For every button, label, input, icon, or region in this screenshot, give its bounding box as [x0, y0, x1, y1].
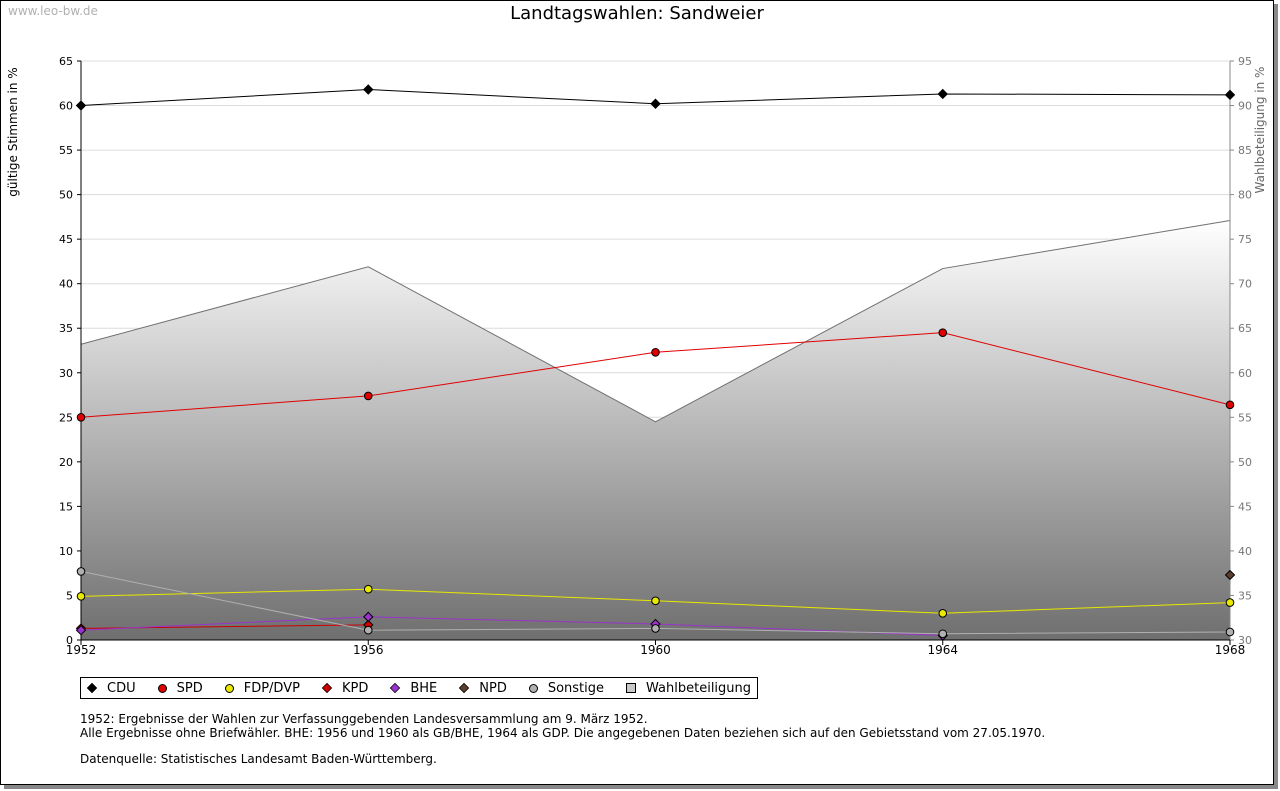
y-tick-label-left: 60 [59, 100, 73, 113]
legend: CDU SPD FDP/DVP KPD BHE NPD Sonstige Wahlbeteil… [80, 677, 759, 699]
chart-plot: 0 5 10 15 20 25 30 35 40 45 50 55 60 65 30 35 40 45 50 55 60… [59, 55, 1252, 657]
y-tick-label-left: 5 [66, 589, 73, 602]
y-tick-label-right: 60 [1238, 367, 1252, 380]
data-source: Datenquelle: Statistisches Landesamt Bad… [80, 752, 437, 766]
note-line-1: 1952: Ergebnisse der Wahlen zur Verfassu… [80, 712, 648, 726]
legend-item-bhe: BHE [390, 681, 437, 696]
data-point-sonstige [363, 625, 373, 635]
legend-marker-wahlbeteiligung [626, 683, 637, 693]
y-tick-label-left: 25 [59, 411, 73, 424]
legend-label-cdu: CDU [107, 680, 136, 696]
y-tick-label-right: 75 [1238, 233, 1252, 246]
y-tick-label-right: 90 [1238, 100, 1252, 113]
legend-label-spd: SPD [176, 680, 203, 696]
x-tick-label: 1968 [1215, 643, 1246, 657]
data-point-fdp-dvp [651, 596, 660, 606]
chart-title: Landtagswahlen: Sandweier [510, 3, 764, 24]
x-tick-label: 1964 [927, 643, 958, 657]
data-point-spd [1225, 400, 1235, 410]
data-point-npd [1224, 569, 1236, 581]
data-point-cdu [650, 98, 661, 109]
data-point-cdu [363, 84, 374, 95]
data-point-sonstige [938, 629, 948, 639]
watermark: www.leo-bw.de [8, 4, 98, 18]
y-tick-label-left: 30 [59, 367, 73, 380]
data-point-cdu [75, 100, 87, 111]
y-tick-label-left: 20 [59, 456, 73, 469]
legend-label-npd: NPD [479, 680, 507, 696]
data-point-spd [938, 328, 948, 337]
y-tick-label-left: 35 [59, 322, 73, 335]
y-tick-label-left: 50 [59, 189, 73, 202]
y-tick-label-left: 40 [59, 278, 73, 291]
note-line-2: Alle Ergebnisse ohne Briefwähler. BHE: 1… [80, 726, 1046, 740]
legend-item-fdp-dvp: FDP/DVP [224, 680, 300, 696]
data-point-bhe [363, 611, 374, 623]
legend-marker-kpd [321, 682, 333, 694]
legend-label-kpd: KPD [341, 680, 369, 696]
y-tick-label-right: 85 [1238, 144, 1252, 157]
y-tick-label-right: 30 [1238, 634, 1252, 647]
x-tick-label: 1956 [353, 643, 384, 657]
legend-marker-spd [157, 683, 167, 693]
legend-item-spd: SPD [157, 680, 203, 696]
turnout-area [81, 220, 1230, 640]
legend-label-fdp-dvp: FDP/DVP [243, 680, 300, 696]
legend-item-npd: NPD [459, 681, 507, 696]
y-tick-label-left: 45 [59, 233, 73, 246]
y-tick-label-right: 70 [1238, 278, 1252, 291]
y-tick-label-right: 35 [1238, 589, 1252, 602]
y-tick-label-right: 80 [1238, 189, 1252, 202]
turnout-line [80, 219, 1231, 423]
data-point-fdp-dvp [938, 608, 948, 618]
legend-marker-cdu [86, 682, 98, 694]
legend-item-sonstige: Sonstige [528, 680, 605, 696]
legend-marker-fdp-dvp [224, 683, 234, 693]
x-tick-label: 1960 [640, 643, 671, 657]
data-point-sonstige [76, 567, 86, 576]
y-tick-label-right: 65 [1238, 322, 1252, 335]
legend-label-sonstige: Sonstige [547, 680, 605, 696]
legend-marker-sonstige [528, 683, 538, 693]
legend-marker-bhe [390, 682, 401, 694]
legend-item-cdu: CDU [86, 680, 136, 696]
y-tick-label-left: 65 [59, 55, 73, 68]
notes: 1952: Ergebnisse der Wahlen zur Verfassu… [80, 712, 1045, 766]
data-point-sonstige [651, 624, 660, 633]
y-tick-label-right: 50 [1238, 456, 1252, 469]
x-tick-label: 1952 [66, 643, 97, 657]
legend-item-kpd: KPD [321, 680, 369, 696]
data-point-bhe [75, 624, 87, 636]
y-tick-label-left: 10 [59, 545, 73, 558]
data-point-sonstige [1225, 627, 1235, 637]
y-tick-label-left: 0 [66, 634, 73, 647]
data-point-fdp-dvp [1225, 598, 1235, 607]
legend-label-wahlbeteiligung: Wahlbeteiligung [646, 680, 752, 696]
y-tick-label-left: 15 [59, 500, 73, 513]
series-line-bhe [80, 616, 943, 637]
legend-marker-npd [459, 682, 470, 694]
data-point-spd [651, 347, 660, 357]
legend-label-bhe: BHE [410, 680, 438, 696]
data-point-spd [363, 391, 373, 401]
y-tick-label-right: 95 [1238, 55, 1252, 68]
y-tick-label-right: 45 [1238, 500, 1252, 513]
data-point-spd [76, 413, 86, 422]
y-tick-label-left: 55 [59, 144, 73, 157]
legend-item-wahlbeteiligung: Wahlbeteiligung [626, 681, 751, 696]
data-point-fdp-dvp [76, 592, 86, 601]
data-point-fdp-dvp [363, 584, 373, 594]
y-tick-label-right: 55 [1238, 411, 1252, 424]
data-point-cdu [937, 88, 948, 100]
data-point-cdu [1224, 89, 1236, 101]
y-tick-label-right: 40 [1238, 545, 1252, 558]
